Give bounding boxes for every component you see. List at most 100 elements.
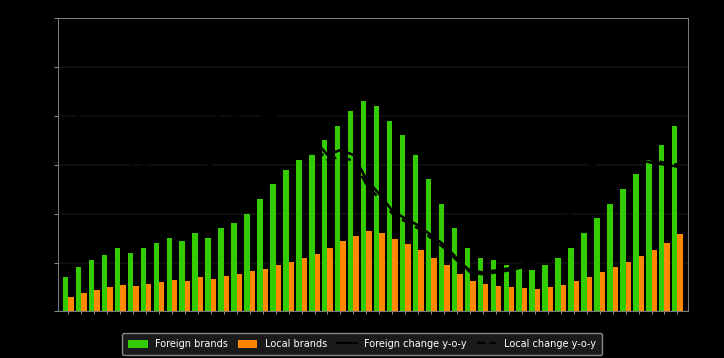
Foreign change y-o-y bbox=[673, 164, 682, 169]
Foreign change y-o-y bbox=[362, 177, 371, 182]
Bar bbox=[659, 145, 665, 311]
Foreign change y-o-y bbox=[634, 158, 643, 162]
Bar bbox=[361, 101, 366, 311]
Foreign change y-o-y bbox=[168, 128, 177, 132]
Bar bbox=[665, 243, 670, 311]
Local change y-o-y bbox=[452, 258, 461, 263]
Local change y-o-y bbox=[375, 197, 384, 201]
Bar bbox=[413, 155, 418, 311]
Local change y-o-y bbox=[298, 141, 306, 145]
Foreign change y-o-y bbox=[427, 233, 436, 237]
Bar bbox=[63, 277, 68, 311]
Bar bbox=[405, 244, 411, 311]
Bar bbox=[250, 271, 255, 311]
Bar bbox=[432, 258, 437, 311]
Bar bbox=[620, 189, 626, 311]
Foreign change y-o-y bbox=[155, 133, 164, 137]
Bar bbox=[276, 266, 281, 311]
Bar bbox=[309, 155, 314, 311]
Local change y-o-y bbox=[492, 268, 500, 272]
Foreign change y-o-y bbox=[336, 148, 345, 152]
Local change y-o-y bbox=[232, 124, 241, 128]
Foreign change y-o-y bbox=[180, 138, 189, 142]
Local change y-o-y bbox=[103, 148, 111, 152]
Local change y-o-y bbox=[388, 212, 397, 216]
Bar bbox=[452, 228, 457, 311]
Foreign change y-o-y bbox=[129, 153, 138, 157]
Bar bbox=[193, 233, 198, 311]
Foreign change y-o-y bbox=[479, 272, 487, 276]
Bar bbox=[626, 262, 631, 311]
Local change y-o-y bbox=[206, 164, 215, 169]
Local change y-o-y bbox=[569, 197, 578, 201]
Local change y-o-y bbox=[595, 148, 604, 152]
Bar bbox=[542, 265, 548, 311]
Local change y-o-y bbox=[245, 133, 254, 137]
Local change y-o-y bbox=[349, 159, 358, 163]
Bar bbox=[581, 233, 586, 311]
Bar bbox=[81, 293, 87, 311]
Foreign change y-o-y bbox=[401, 216, 410, 221]
Bar bbox=[348, 111, 353, 311]
Foreign change y-o-y bbox=[621, 155, 630, 159]
Bar bbox=[392, 239, 397, 311]
Local change y-o-y bbox=[439, 246, 448, 250]
Foreign change y-o-y bbox=[647, 161, 656, 165]
Foreign change y-o-y bbox=[466, 270, 474, 275]
Bar bbox=[232, 223, 237, 311]
Bar bbox=[94, 290, 100, 311]
Foreign change y-o-y bbox=[375, 192, 384, 196]
Local change y-o-y bbox=[544, 233, 552, 237]
Bar bbox=[302, 258, 307, 311]
Bar bbox=[366, 231, 372, 311]
Local change y-o-y bbox=[582, 168, 591, 172]
Line: Foreign change y-o-y: Foreign change y-o-y bbox=[68, 86, 678, 274]
Bar bbox=[457, 274, 463, 311]
Local change y-o-y bbox=[64, 113, 72, 118]
Bar bbox=[289, 262, 294, 311]
Bar bbox=[444, 265, 450, 311]
Local change y-o-y bbox=[155, 141, 164, 145]
Foreign change y-o-y bbox=[414, 223, 423, 227]
Foreign change y-o-y bbox=[557, 226, 565, 231]
Foreign change y-o-y bbox=[258, 113, 267, 118]
Bar bbox=[270, 184, 276, 311]
Bar bbox=[68, 297, 74, 311]
Bar bbox=[257, 199, 263, 311]
Bar bbox=[185, 281, 190, 311]
Local change y-o-y bbox=[531, 258, 539, 263]
Local change y-o-y bbox=[168, 137, 177, 141]
Foreign change y-o-y bbox=[90, 128, 98, 132]
Foreign change y-o-y bbox=[452, 256, 461, 261]
Bar bbox=[496, 286, 502, 311]
Local change y-o-y bbox=[427, 236, 436, 240]
Bar bbox=[573, 281, 579, 311]
Bar bbox=[491, 260, 496, 311]
Local change y-o-y bbox=[272, 125, 280, 130]
Local change y-o-y bbox=[362, 182, 371, 187]
Local change y-o-y bbox=[414, 226, 423, 231]
Bar bbox=[322, 140, 327, 311]
Bar bbox=[206, 238, 211, 311]
Local change y-o-y bbox=[505, 266, 513, 271]
Bar bbox=[678, 234, 683, 311]
Bar bbox=[327, 248, 333, 311]
Local change y-o-y bbox=[77, 133, 85, 137]
Local change y-o-y bbox=[660, 161, 669, 165]
Foreign change y-o-y bbox=[660, 163, 669, 167]
Bar bbox=[146, 284, 151, 311]
Bar bbox=[478, 258, 483, 311]
Foreign change y-o-y bbox=[285, 124, 293, 128]
Bar bbox=[219, 228, 224, 311]
Foreign change y-o-y bbox=[142, 158, 151, 162]
Local change y-o-y bbox=[323, 158, 332, 162]
Local change y-o-y bbox=[193, 155, 202, 159]
Foreign change y-o-y bbox=[531, 260, 539, 265]
Bar bbox=[509, 287, 514, 311]
Bar bbox=[114, 248, 120, 311]
Bar bbox=[172, 280, 177, 311]
Foreign change y-o-y bbox=[492, 270, 500, 275]
Bar bbox=[633, 174, 639, 311]
Foreign change y-o-y bbox=[518, 265, 526, 270]
Local change y-o-y bbox=[310, 145, 319, 149]
